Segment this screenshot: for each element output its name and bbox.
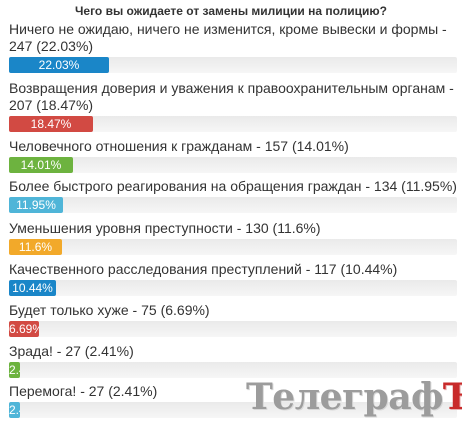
poll-answer: Зрада! - 27 (2.41%) 2.41%: [9, 343, 457, 378]
answer-label: Человечного отношения к гражданам - 157 …: [9, 138, 349, 154]
answer-bar-track: 18.47%: [9, 116, 457, 132]
answer-bar-label: 18.47%: [30, 117, 72, 131]
answer-bar-track: 11.6%: [9, 239, 457, 255]
poll-answer: Качественного расследования преступлений…: [9, 261, 457, 296]
answer-bar-track: 2.41%: [9, 402, 457, 418]
poll-answer: Ничего не ожидаю, ничего не изменится, к…: [9, 21, 457, 73]
answer-bar-label: 22.03%: [38, 58, 80, 72]
answer-bar-label: 10.44%: [12, 281, 53, 295]
answer-bar-track: 11.95%: [9, 197, 457, 213]
answer-label: Возвращения доверия и уважения к правоох…: [9, 80, 454, 113]
answer-bar-fill: 18.47%: [9, 116, 93, 132]
answer-bar-label: 14.01%: [20, 158, 62, 172]
answer-bar-label: 11.95%: [16, 198, 56, 212]
logo-main-text: Телеграф: [246, 376, 444, 418]
answer-bar-fill: 6.69%: [9, 321, 39, 337]
answer-bar-fill: 11.6%: [9, 239, 62, 255]
answer-bar-track: 2.41%: [9, 362, 457, 378]
answer-label: Ничего не ожидаю, ничего не изменится, к…: [9, 21, 447, 54]
poll-answer: Более быстрого реагирования на обращения…: [9, 178, 457, 213]
answer-bar-track: 22.03%: [9, 57, 457, 73]
answer-bar-track: 6.69%: [9, 321, 457, 337]
answer-label: Уменьшения уровня преступности - 130 (11…: [9, 220, 321, 236]
answer-bar-label: 2.41%: [9, 363, 20, 377]
answer-bar-label: 11.6%: [18, 240, 53, 254]
telegraf-logo: ТелеграфЪ: [246, 376, 462, 418]
answer-bar-track: 14.01%: [9, 157, 457, 173]
logo-end-letter: Ъ: [443, 376, 462, 418]
poll-answer: Перемога! - 27 (2.41%) 2.41%: [9, 383, 457, 418]
answer-bar-fill: 2.41%: [9, 402, 20, 418]
answer-label: Зрада! - 27 (2.41%): [9, 343, 134, 359]
poll-answer: Возвращения доверия и уважения к правоох…: [9, 80, 457, 132]
answer-label: Качественного расследования преступлений…: [9, 261, 398, 277]
answer-bar-fill: 11.95%: [9, 197, 63, 213]
answer-bar-track: 10.44%: [9, 280, 457, 296]
poll-answer: Будет только хуже - 75 (6.69%) 6.69%: [9, 302, 457, 337]
answer-bar-fill: 14.01%: [9, 157, 73, 173]
answer-label: Перемога! - 27 (2.41%): [9, 383, 158, 399]
answer-label: Более быстрого реагирования на обращения…: [9, 178, 457, 194]
answer-bar-fill: 10.44%: [9, 280, 56, 296]
poll-title: Чего вы ожидаете от замены милиции на по…: [74, 4, 387, 18]
answer-bar-label: 2.41%: [9, 403, 20, 417]
answer-bar-label: 6.69%: [9, 322, 39, 336]
poll-answer: Человечного отношения к гражданам - 157 …: [9, 138, 457, 173]
answer-bar-fill: 22.03%: [9, 57, 109, 73]
answer-bar-fill: 2.41%: [9, 362, 20, 378]
answer-label: Будет только хуже - 75 (6.69%): [9, 302, 210, 318]
poll-answer: Уменьшения уровня преступности - 130 (11…: [9, 220, 457, 255]
